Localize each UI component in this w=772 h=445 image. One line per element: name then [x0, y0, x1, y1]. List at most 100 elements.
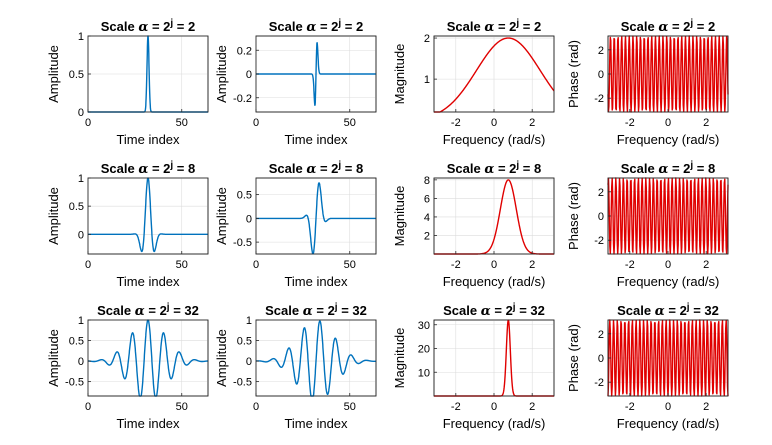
- y-tick-label: -2: [594, 235, 604, 247]
- subplot-r0-c2: -2 0 2 1 2 Scale α = 2j = 2 Frequency (rad/s) M…: [392, 18, 555, 147]
- y-axis-label: Amplitude: [46, 329, 61, 387]
- y-tick-label: 20: [418, 344, 430, 356]
- y-tick-label: 0: [598, 69, 604, 81]
- subplot-r2-c3: -2 0 2 -2 0 2 Scale α = 2j = 32 Frequency (rad/…: [566, 302, 729, 431]
- subplot-title: Scale α = 2j = 8: [621, 160, 715, 177]
- x-tick-label: 0: [85, 117, 91, 129]
- subplot-title: Scale α = 2j = 2: [447, 18, 541, 35]
- x-tick-label: 2: [529, 259, 535, 271]
- plot-area: [87, 319, 209, 397]
- y-tick-label: -0.5: [233, 377, 252, 389]
- x-tick-label: 50: [176, 259, 188, 271]
- magnitude-line: [433, 37, 555, 113]
- x-tick-label: 50: [176, 401, 188, 413]
- subplot-r1-c0: 0 50 0 0.5 1 Scale α = 2j = 8 Time index Amplit…: [46, 160, 209, 289]
- axes-frame: [255, 319, 377, 397]
- y-tick-label: 0: [246, 213, 252, 225]
- phase-line: [607, 35, 729, 113]
- axes-frame: [255, 177, 377, 255]
- x-axis-label: Frequency (rad/s): [617, 274, 720, 289]
- x-axis-label: Frequency (rad/s): [443, 416, 546, 431]
- y-tick-label: 0.5: [237, 336, 252, 348]
- x-tick-label: 0: [665, 401, 671, 413]
- x-tick-label: 0: [491, 117, 497, 129]
- y-axis-label: Amplitude: [46, 187, 61, 245]
- y-tick-label: 0: [78, 356, 84, 368]
- x-tick-label: 50: [176, 117, 188, 129]
- x-tick-label: 0: [85, 401, 91, 413]
- y-axis-label: Phase (rad): [566, 40, 581, 108]
- x-axis-label: Time index: [284, 274, 348, 289]
- y-tick-label: 0: [78, 107, 84, 119]
- y-axis-label: Amplitude: [214, 187, 229, 245]
- x-axis-label: Frequency (rad/s): [443, 274, 546, 289]
- y-tick-label: 0.5: [69, 201, 84, 213]
- time-series-line: [255, 320, 377, 397]
- x-tick-label: -2: [451, 259, 461, 271]
- subplot-title: Scale α = 2j = 8: [269, 160, 363, 177]
- time-series-line: [255, 42, 377, 106]
- x-tick-label: 50: [344, 117, 356, 129]
- y-tick-label: 0.2: [237, 45, 252, 57]
- subplot-title: Scale α = 2j = 2: [101, 18, 195, 35]
- x-tick-label: 2: [529, 117, 535, 129]
- x-axis-label: Time index: [116, 274, 180, 289]
- subplot-title: Scale α = 2j = 32: [97, 302, 199, 319]
- y-axis-label: Amplitude: [46, 45, 61, 103]
- x-tick-label: 2: [703, 117, 709, 129]
- y-axis-label: Amplitude: [214, 45, 229, 103]
- subplot-title: Scale α = 2j = 2: [621, 18, 715, 35]
- x-axis-label: Frequency (rad/s): [617, 416, 720, 431]
- y-tick-label: 8: [424, 175, 430, 187]
- y-tick-label: 2: [598, 187, 604, 199]
- y-tick-label: 10: [418, 367, 430, 379]
- subplot-title: Scale α = 2j = 32: [617, 302, 719, 319]
- y-tick-label: 2: [424, 33, 430, 45]
- x-tick-label: 0: [491, 259, 497, 271]
- x-tick-label: 50: [344, 259, 356, 271]
- x-tick-label: 0: [665, 259, 671, 271]
- subplot-title: Scale α = 2j = 32: [265, 302, 367, 319]
- y-axis-label: Magnitude: [392, 186, 407, 247]
- x-tick-label: 2: [529, 401, 535, 413]
- time-series-line: [255, 182, 377, 255]
- x-tick-label: -2: [451, 117, 461, 129]
- phase-line: [607, 177, 729, 255]
- x-tick-label: -2: [625, 259, 635, 271]
- y-tick-label: 1: [78, 173, 84, 185]
- y-axis-label: Amplitude: [214, 329, 229, 387]
- y-tick-label: 0: [246, 69, 252, 81]
- y-tick-label: -2: [594, 377, 604, 389]
- subplot-r0-c3: -2 0 2 -2 0 2 Scale α = 2j = 2 Frequency (rad/s…: [566, 18, 729, 147]
- x-tick-label: -2: [625, 401, 635, 413]
- y-tick-label: 0.5: [237, 190, 252, 202]
- y-axis-label: Magnitude: [392, 328, 407, 389]
- y-axis-label: Phase (rad): [566, 324, 581, 392]
- y-tick-label: 1: [78, 31, 84, 43]
- x-axis-label: Time index: [284, 416, 348, 431]
- subplot-title: Scale α = 2j = 8: [447, 160, 541, 177]
- y-tick-label: -0.2: [233, 93, 252, 105]
- y-tick-label: 0: [78, 229, 84, 241]
- subplot-title: Scale α = 2j = 32: [443, 302, 545, 319]
- y-axis-label: Phase (rad): [566, 182, 581, 250]
- subplot-title: Scale α = 2j = 8: [101, 160, 195, 177]
- y-tick-label: 1: [78, 315, 84, 327]
- y-tick-label: 0: [598, 353, 604, 365]
- y-tick-label: -2: [594, 93, 604, 105]
- subplot-r2-c2: -2 0 2 10 20 30 Scale α = 2j = 32 Frequency (ra…: [392, 302, 555, 431]
- x-tick-label: 0: [665, 117, 671, 129]
- y-tick-label: 0: [246, 356, 252, 368]
- y-tick-label: -0.5: [65, 377, 84, 389]
- x-tick-label: 2: [703, 401, 709, 413]
- axes-frame: [87, 177, 209, 255]
- x-tick-label: 2: [703, 259, 709, 271]
- axes-frame: [87, 319, 209, 397]
- y-tick-label: 0.5: [69, 69, 84, 81]
- x-axis-label: Time index: [284, 132, 348, 147]
